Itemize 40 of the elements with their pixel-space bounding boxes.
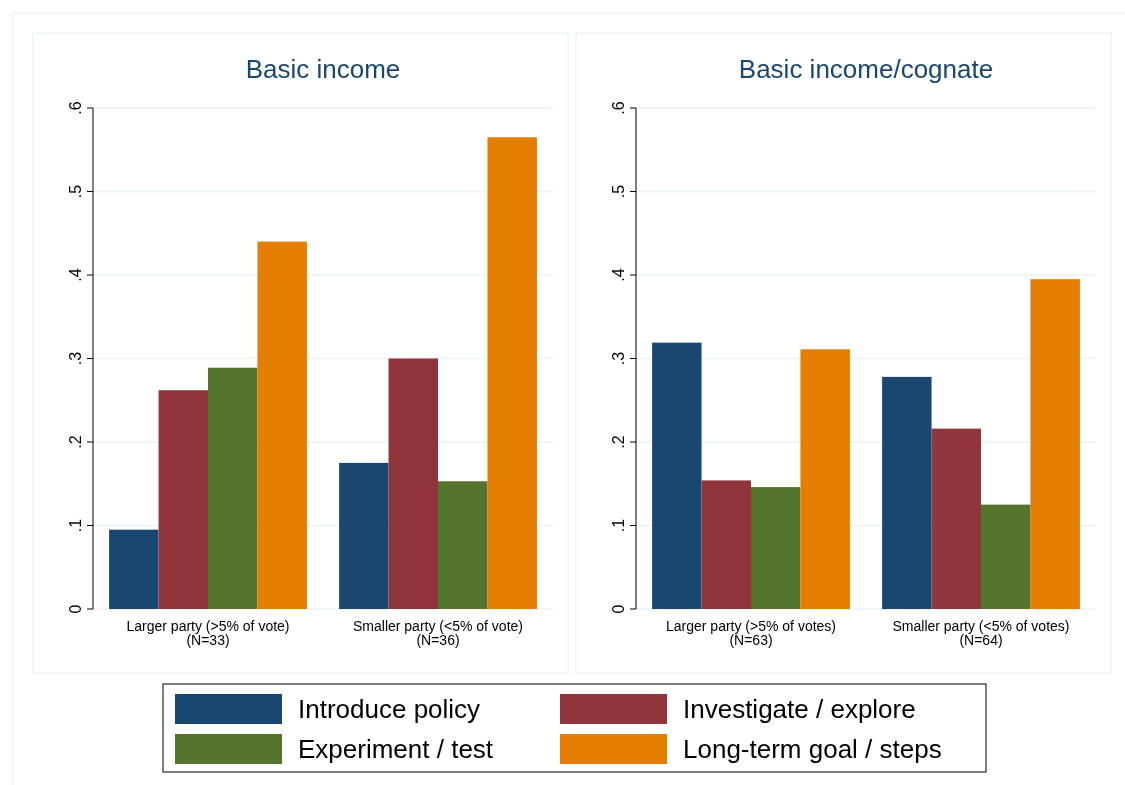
bar xyxy=(751,487,801,609)
x-tick-label: Smaller party (<5% of votes) (N=64) xyxy=(892,618,1070,648)
bar xyxy=(438,481,488,609)
x-tick-label: Larger party (>5% of vote) (N=33) xyxy=(126,618,290,648)
bar xyxy=(339,462,389,609)
y-tick-label: .6 xyxy=(67,101,84,115)
bar xyxy=(388,358,438,609)
bar xyxy=(158,390,208,609)
y-tick-label: .2 xyxy=(610,435,627,449)
bar xyxy=(208,367,258,609)
y-tick-label: .5 xyxy=(67,184,84,199)
y-tick-label: .3 xyxy=(67,351,84,366)
bar xyxy=(257,241,307,609)
x-tick-label: Larger party (>5% of votes) (N=63) xyxy=(665,618,837,648)
y-tick-label: .5 xyxy=(610,184,627,199)
bar xyxy=(701,480,751,609)
bar xyxy=(931,428,981,609)
bar xyxy=(1030,279,1080,609)
legend-label: Long-term goal / steps xyxy=(683,734,942,764)
y-tick-label: 0 xyxy=(610,604,627,614)
bar xyxy=(652,342,702,609)
legend-label: Experiment / test xyxy=(298,734,494,764)
y-tick-label: 0 xyxy=(67,604,84,614)
legend-label: Introduce policy xyxy=(298,694,481,724)
chart-title: Basic income/cognate xyxy=(738,54,994,84)
y-tick-label: .1 xyxy=(610,518,627,533)
chart-title: Basic income xyxy=(245,54,401,84)
bar xyxy=(487,137,537,609)
y-tick-label: .3 xyxy=(610,351,627,366)
y-tick-label: .6 xyxy=(610,101,627,115)
bar xyxy=(882,376,932,609)
y-tick-label: .4 xyxy=(67,268,84,282)
y-tick-label: .1 xyxy=(67,518,84,533)
bar xyxy=(981,504,1031,609)
bar xyxy=(109,529,159,609)
y-tick-label: .4 xyxy=(610,268,627,282)
y-tick-label: .2 xyxy=(67,435,84,449)
legend-label: Investigate / explore xyxy=(683,694,916,724)
x-tick-label: Smaller party (<5% of vote) (N=36) xyxy=(352,618,524,648)
bar xyxy=(800,349,850,609)
